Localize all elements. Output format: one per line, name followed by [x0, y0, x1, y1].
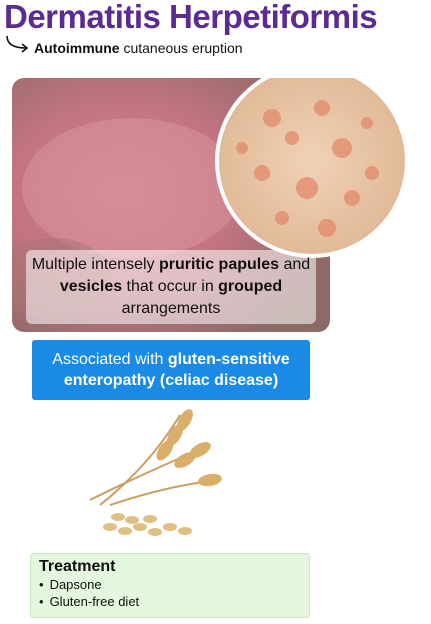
bold-text: pruritic papules — [158, 256, 280, 273]
bold-text: grouped — [218, 278, 283, 295]
text: and — [279, 256, 315, 273]
bold-text: vesicles — [59, 278, 123, 295]
association-box: Associated with gluten-sensitive enterop… — [32, 340, 310, 400]
skin-photo — [12, 78, 409, 332]
title: Dermatitis Herpetiformis — [4, 0, 378, 35]
treatment-list: DapsoneGluten-free diet — [39, 576, 301, 610]
text: cutaneous eruption — [119, 40, 243, 56]
arrow-icon — [6, 35, 29, 53]
bold-text: Autoimmune — [34, 40, 120, 56]
subtitle: Autoimmune cutaneous eruption — [34, 40, 243, 56]
text: arrangements — [121, 278, 287, 317]
text-run: Autoimmune cutaneous eruption — [34, 40, 243, 56]
text-run: Multiple intensely pruritic papules and … — [32, 256, 315, 317]
text: Associated with — [52, 351, 168, 368]
description: Multiple intensely pruritic papules and … — [26, 254, 316, 320]
treatment-title: Treatment — [39, 558, 116, 575]
text-run: Associated with gluten-sensitive enterop… — [40, 349, 302, 391]
text: Multiple intensely — [31, 256, 159, 273]
bold-text: gluten-sensitive enteropathy (celiac dis… — [63, 351, 295, 389]
treatment-item: Gluten-free diet — [39, 593, 301, 610]
wheat-image — [89, 409, 222, 536]
treatment-item: Dapsone — [39, 576, 301, 593]
text: that occur in — [122, 278, 219, 295]
treatment-box: Treatment DapsoneGluten-free diet — [30, 553, 310, 618]
